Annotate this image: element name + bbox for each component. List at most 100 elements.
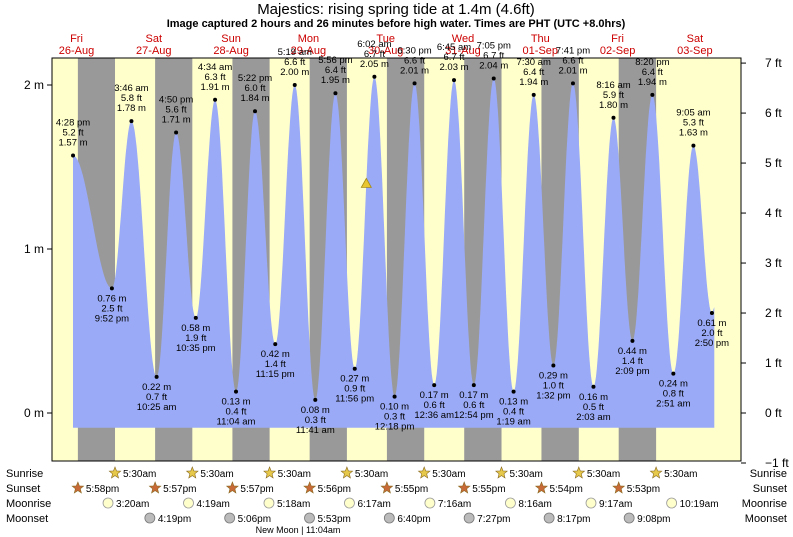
tide-label: 7:05 pm [477,40,511,51]
date-label: 27-Aug [136,45,171,57]
tide-point [273,342,278,347]
moonrise-icon [263,497,275,509]
tide-label: 7:30 am [517,57,551,68]
sunrise-icon [495,466,508,479]
date-label: 29-Aug [291,45,326,57]
sunset-time: 5:58pm [86,484,119,495]
tide-label: 9:05 am [676,108,710,119]
day-label: Wed [452,33,474,45]
tide-point [471,383,476,388]
sunset-time: 5:55pm [472,484,505,495]
sunset-time: 5:53pm [627,484,660,495]
tide-label: 5.6 ft [166,105,187,116]
day-label: Mon [298,33,319,45]
tide-label: 2.0 ft [701,328,722,339]
tide-label: 5.9 ft [603,90,624,101]
y-right-tick-label: 3 ft [765,256,782,270]
tide-label: 5:19 am [278,47,312,58]
day-label: Tue [376,33,395,45]
tide-point [174,130,179,135]
tide-label: 1.9 ft [185,333,206,344]
tide-label: 2:03 am [576,412,610,423]
sunrise-time: 5:30am [278,469,311,480]
tide-label: 1.91 m [201,82,230,93]
moonset-time: 4:19pm [158,514,191,525]
sunset-time: 5:57pm [240,484,273,495]
tide-label: 1.78 m [117,103,146,114]
tide-label: 0.16 m [579,392,608,403]
tide-label: 6.3 ft [205,72,226,83]
tide-label: 1.4 ft [265,359,286,370]
sunset-time: 5:54pm [549,484,582,495]
tide-point [650,92,655,97]
tide-label: 7:41 pm [556,45,590,56]
tide-label: 1.63 m [679,128,708,139]
tide-label: 0.24 m [659,379,688,390]
sun-moon-table: Sunrise Sunrise Sunset Sunset Moonrise Moonri… [6,466,787,535]
tide-point [129,119,134,124]
tide-point [511,389,516,394]
tide-label: 1.71 m [162,115,191,126]
tide-label: 1.95 m [321,75,350,86]
moonset-icon [623,512,635,524]
tide-label: 2.01 m [400,65,429,76]
tide-label: 11:04 am [217,417,256,428]
tide-label: 6.4 ft [523,67,544,78]
tide-label: 11:15 pm [256,369,295,380]
tide-label: 0.3 ft [384,412,405,423]
tide-label: 0.08 m [301,405,330,416]
tide-label: 0.5 ft [583,402,604,413]
moonset-time: 8:17pm [557,514,590,525]
tide-label: 5.3 ft [683,118,704,129]
day-label: Sun [221,33,241,45]
day-label: Fri [70,33,83,45]
tide-label: 2.03 m [439,62,468,73]
tide-label: 9:52 pm [95,313,129,324]
tide-label: 1:32 pm [536,390,570,401]
tide-point [551,363,556,368]
row-label-right-moonrise: Moonrise [742,498,787,510]
y-left-tick-label: 2 m [24,78,44,92]
moonset-time: 5:53pm [317,514,350,525]
tide-point [591,384,596,389]
moonrise-icon [102,497,114,509]
tide-label: 0.17 m [420,390,449,401]
sunset-icon [225,481,239,494]
axes: 0 m 1 m 2 m −1 ft 0 ft 1 ft 2 ft 3 ft 4 ft 5 ft 6 … [24,56,789,470]
row-label-sunrise: Sunrise [6,468,43,480]
tide-label: 10:35 pm [176,343,216,354]
sunrise-time: 5:30am [587,469,620,480]
tide-area-path [73,76,715,428]
tide-label: 1.57 m [59,138,88,149]
tide-label: 0.42 m [261,349,290,360]
moonrise-time: 10:19am [680,499,719,510]
moonrise-time: 8:16am [518,499,551,510]
row-label-moonset: Moonset [6,513,48,525]
tide-label: 0.7 ft [146,392,167,403]
tide-point [531,92,536,97]
tide-label: 1:19 am [496,417,530,428]
tide-point [154,374,159,379]
date-label: 31-Aug [445,45,480,57]
moonrise-time: 9:17am [599,499,632,510]
tide-point [412,81,417,86]
tide-label: 11:56 pm [335,394,374,405]
day-label: Thu [531,33,550,45]
tide-label: 6.4 ft [642,67,663,78]
sunset-icon [612,481,626,494]
date-label: 28-Aug [213,45,248,57]
tide-label: 0.76 m [97,293,126,304]
sunrise-icon [263,466,277,479]
y-right-tick-label: 0 ft [765,406,782,420]
date-label: 02-Sep [600,45,635,57]
tide-label: 6:02 am [357,39,391,50]
sunset-time: 5:55pm [395,484,428,495]
tide-label: 4:28 pm [56,118,90,129]
tide-label: 6:45 am [437,42,471,53]
moonrise-time: 4:19am [197,499,230,510]
tide-label: 6.6 ft [562,55,583,66]
moonset-time: 9:08pm [637,514,670,525]
tide-label: 6.6 ft [404,55,425,66]
